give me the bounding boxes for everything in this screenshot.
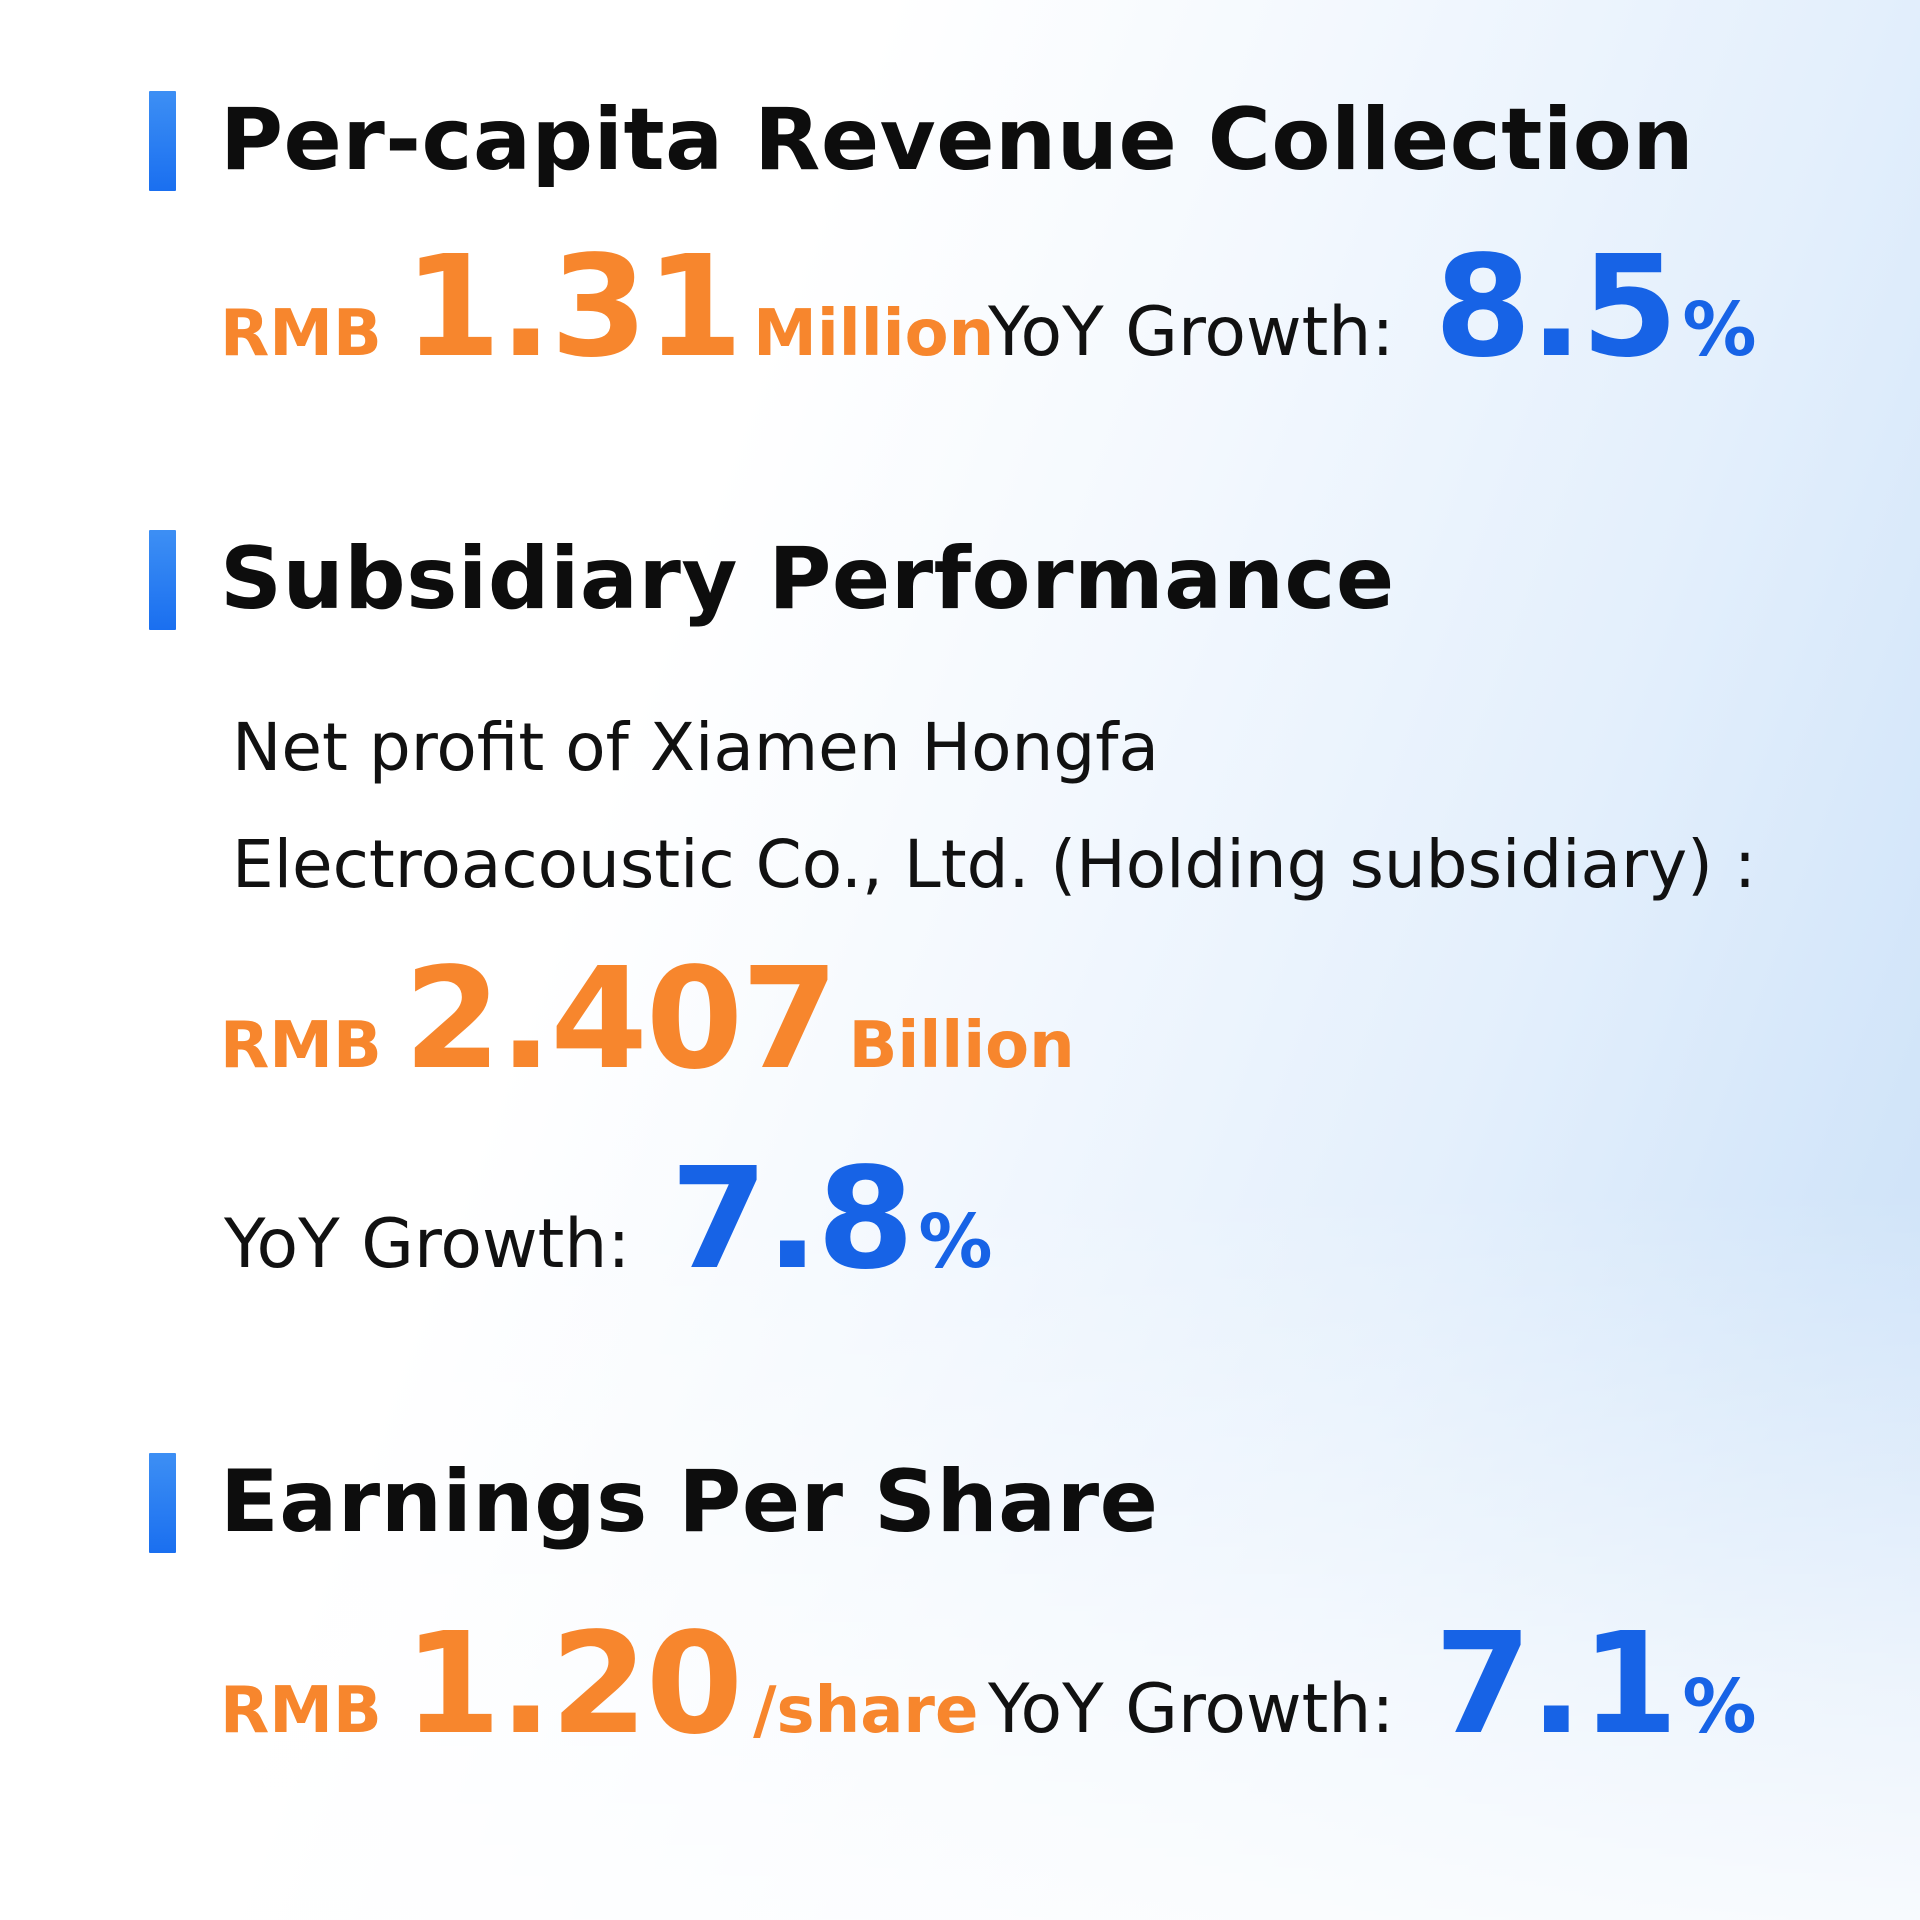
subsidiary-description-line-1: Net profit of Xiamen Hongfa	[232, 709, 1159, 786]
section-title-subsidiary-performance: Subsidiary Performance	[220, 529, 1395, 629]
value-unit: Million	[753, 297, 995, 371]
section-accent-bar	[149, 1453, 176, 1553]
subsidiary-growth-row: YoY Growth: 7.8 %	[224, 1150, 992, 1290]
yoy-growth-value: 7.1	[1434, 1603, 1678, 1766]
yoy-growth-label: YoY Growth:	[224, 1205, 631, 1284]
currency-prefix: RMB	[220, 297, 382, 371]
per-capita-revenue-value: 1.31	[403, 226, 743, 389]
section-accent-bar	[149, 91, 176, 191]
per-capita-revenue-growth-row: YoY Growth: 8.5 %	[988, 238, 1756, 378]
value-unit: /share	[753, 1674, 979, 1748]
yoy-growth-label: YoY Growth:	[988, 293, 1395, 372]
per-capita-revenue-value-row: RMB 1.31 Million	[220, 238, 994, 378]
subsidiary-net-profit-row: RMB 2.407 Billion	[220, 950, 1075, 1090]
currency-prefix: RMB	[220, 1009, 382, 1083]
value-unit: Billion	[848, 1009, 1075, 1083]
currency-prefix: RMB	[220, 1674, 382, 1748]
earnings-per-share-growth-row: YoY Growth: 7.1 %	[988, 1615, 1756, 1755]
percent-sign: %	[918, 1199, 993, 1285]
percent-sign: %	[1682, 287, 1757, 373]
subsidiary-net-profit-value: 2.407	[403, 938, 839, 1101]
section-title-earnings-per-share: Earnings Per Share	[220, 1452, 1159, 1552]
earnings-per-share-value: 1.20	[403, 1603, 743, 1766]
section-title-per-capita-revenue: Per-capita Revenue Collection	[220, 90, 1695, 190]
section-accent-bar	[149, 530, 176, 630]
percent-sign: %	[1682, 1664, 1757, 1750]
yoy-growth-label: YoY Growth:	[988, 1670, 1395, 1749]
subsidiary-description-line-2: Electroacoustic Co., Ltd. (Holding subsi…	[232, 826, 1757, 903]
yoy-growth-value: 7.8	[670, 1138, 914, 1301]
earnings-per-share-value-row: RMB 1.20 /share	[220, 1615, 978, 1755]
yoy-growth-value: 8.5	[1434, 226, 1678, 389]
